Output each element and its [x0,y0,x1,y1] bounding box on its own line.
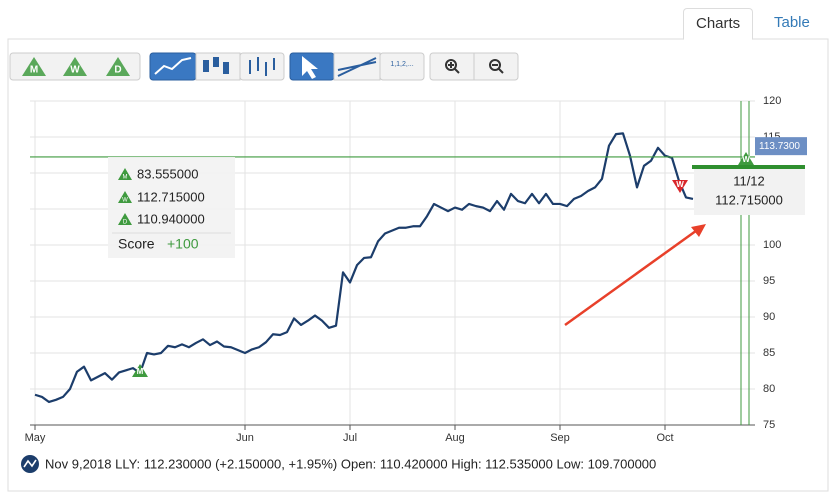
y-tick-label: 85 [763,347,775,359]
y-tick-label: 80 [763,383,775,395]
price-badge [755,137,807,156]
marker-label: M [137,367,144,376]
tooltip: 11/12 112.715000 [692,165,805,215]
signal-marker: W [738,152,754,165]
y-tick-label: 100 [763,239,781,251]
btn-label: 1,1,2,... [390,61,413,68]
arrow [564,226,701,327]
plot: 7580859095100105110115120MayJunJulAugSep… [25,95,782,444]
signal-marker: W [672,180,688,193]
x-tick-label: Jul [343,432,357,444]
info-icon: D [123,220,128,226]
y-tick-label: 90 [763,311,775,323]
btn-fib[interactable] [379,52,425,81]
btn-w[interactable]: W [63,57,87,76]
toolbar: M W D 1,1,2,... [9,52,519,81]
score-value: +100 [167,236,199,252]
y-tick-label: 120 [763,95,781,107]
price-badge-label: 113.7300 [759,141,800,152]
x-tick-label: Sep [550,432,570,444]
panel [7,38,829,492]
marker-label: W [676,180,684,189]
arrow-head [691,224,706,237]
tab-table[interactable]: Table [774,14,810,31]
info-value: 112.715000 [137,189,205,204]
tab-charts[interactable]: Charts [683,8,754,40]
btn-d[interactable]: D [106,57,130,76]
tooltip-value: 112.715000 [715,192,783,207]
btn-label: W [70,65,80,76]
y-tick-label: 95 [763,275,775,287]
x-tick-label: Oct [656,432,673,444]
x-tick-label: Aug [445,432,465,444]
btn-m[interactable]: M [22,57,46,76]
x-tick-label: May [25,432,46,444]
price-line [34,132,694,404]
btn-bars[interactable] [239,52,285,81]
x-tick-label: Jun [236,432,254,444]
info-icon: M [123,175,128,181]
score-label: Score [118,236,155,252]
signal-marker: M [132,364,148,377]
btn-zoom-out[interactable] [489,59,504,74]
btn-zoom-in[interactable] [445,59,460,74]
status-line: Nov 9,2018 LLY: 112.230000 (+2.150000, +… [45,456,656,471]
y-tick-label: 75 [763,419,775,431]
info-box: 83.555000 112.715000 110.940000 M W D Sc… [108,157,235,258]
tooltip-date: 11/12 [733,173,765,188]
marker-label: W [742,155,750,164]
info-icon: W [122,198,128,204]
info-value: 83.555000 [137,166,198,181]
info-value: 110.940000 [137,211,205,226]
btn-label: D [114,65,121,76]
btn-line[interactable] [149,52,197,81]
btn-label: M [30,65,38,76]
